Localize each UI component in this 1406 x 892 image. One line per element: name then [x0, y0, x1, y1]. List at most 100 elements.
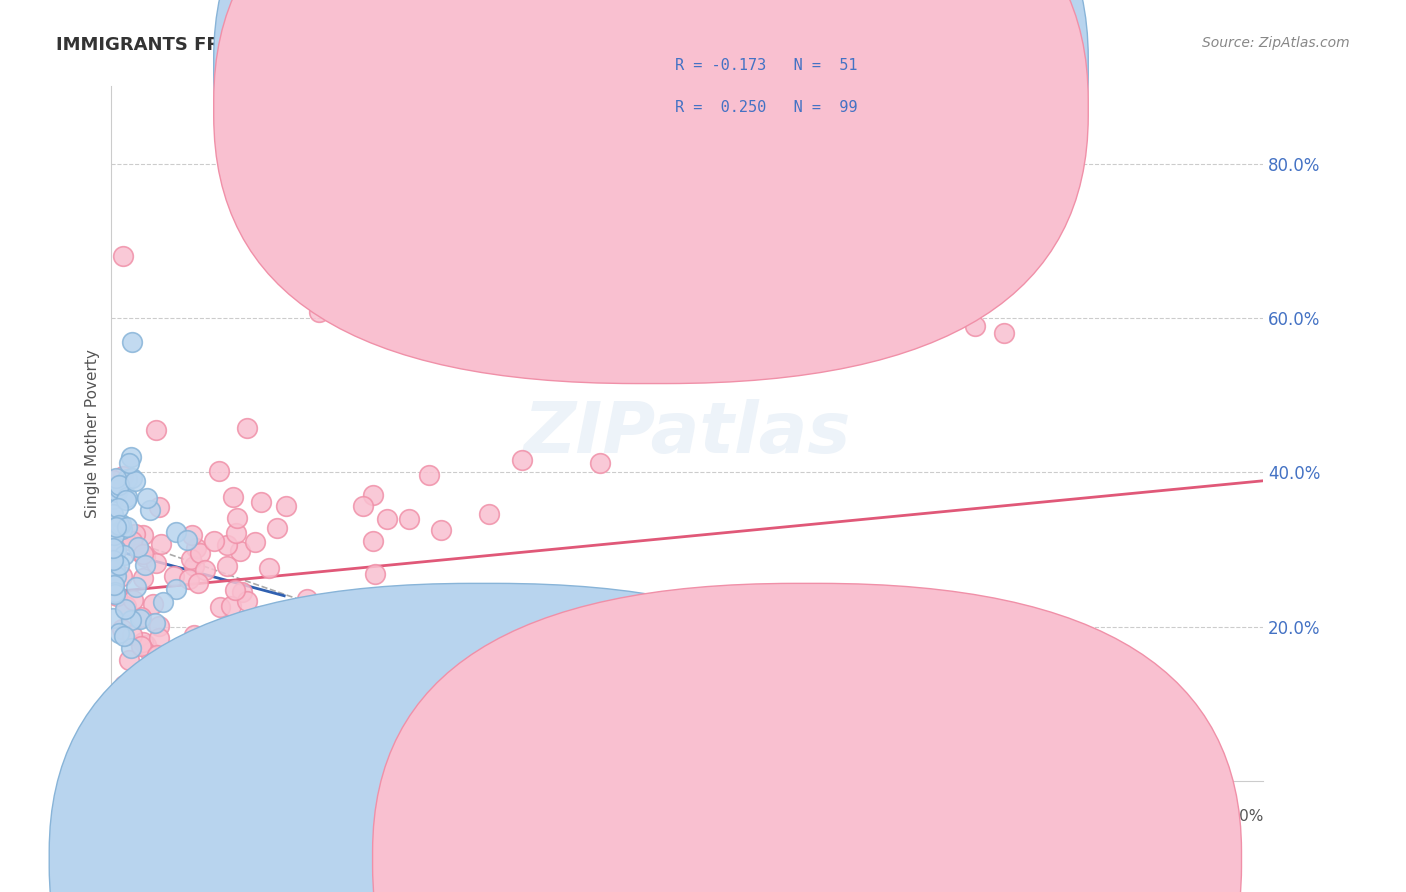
Text: Immigrants from Syria: Immigrants from Syria: [533, 849, 704, 863]
Point: [120, 640, 142, 655]
Point: [139, 503, 162, 517]
Point: [108, 626, 131, 640]
Point: [101, 611, 124, 625]
Point: [231, 585, 253, 599]
Point: [152, 655, 174, 669]
Point: [215, 558, 238, 573]
Point: [107, 501, 129, 516]
Point: [101, 579, 124, 593]
Point: [112, 629, 135, 643]
Point: [229, 544, 252, 558]
Point: [101, 541, 124, 556]
Y-axis label: Single Mother Poverty: Single Mother Poverty: [86, 350, 100, 518]
Point: [266, 521, 288, 535]
Point: [142, 597, 165, 611]
Point: [127, 540, 149, 554]
Point: [104, 569, 127, 583]
Point: [165, 582, 187, 597]
Point: [132, 665, 155, 680]
Text: IMMIGRANTS FROM SYRIA VS KOREAN SINGLE MOTHER POVERTY CORRELATION CHART: IMMIGRANTS FROM SYRIA VS KOREAN SINGLE M…: [56, 36, 935, 54]
Point: [219, 599, 242, 613]
Point: [114, 601, 136, 615]
Point: [121, 534, 143, 549]
Point: [153, 673, 176, 688]
Point: [107, 589, 129, 603]
Point: [398, 512, 420, 526]
Point: [110, 622, 132, 636]
Point: [222, 490, 245, 504]
Point: [104, 543, 127, 558]
Point: [148, 500, 170, 515]
Point: [173, 673, 195, 688]
Text: Source: ZipAtlas.com: Source: ZipAtlas.com: [1202, 36, 1350, 50]
Point: [363, 488, 385, 502]
Point: [124, 527, 146, 541]
Point: [177, 572, 200, 586]
Point: [104, 585, 127, 599]
Point: [143, 616, 166, 631]
Point: [512, 453, 534, 467]
Point: [363, 534, 385, 549]
Point: [249, 609, 271, 624]
Point: [156, 703, 179, 717]
Point: [117, 520, 139, 534]
Point: [111, 468, 134, 483]
Point: [121, 334, 143, 349]
Point: [342, 599, 364, 614]
Point: [105, 471, 128, 485]
Point: [187, 575, 209, 590]
Point: [104, 697, 127, 711]
Point: [103, 557, 125, 571]
Point: [176, 533, 198, 547]
Point: [118, 653, 141, 667]
Point: [134, 550, 156, 565]
Point: [318, 603, 340, 617]
Point: [148, 619, 170, 633]
Point: [366, 651, 388, 665]
Text: Koreans: Koreans: [841, 849, 903, 863]
Point: [208, 463, 231, 477]
Point: [194, 563, 217, 577]
Point: [114, 533, 136, 547]
Point: [236, 594, 259, 608]
Point: [274, 500, 297, 514]
Point: [129, 544, 152, 558]
Point: [225, 510, 247, 524]
Point: [115, 491, 138, 505]
Point: [108, 482, 131, 496]
Point: [136, 491, 159, 506]
Text: R =  0.250   N =  99: R = 0.250 N = 99: [675, 100, 858, 114]
Point: [101, 553, 124, 567]
Point: [180, 527, 202, 541]
Point: [112, 548, 135, 562]
Text: 80.0%: 80.0%: [1215, 809, 1264, 824]
Point: [104, 587, 127, 601]
Point: [108, 558, 131, 573]
Point: [148, 631, 170, 645]
Text: R = -0.173   N =  51: R = -0.173 N = 51: [675, 58, 858, 72]
Point: [111, 249, 134, 263]
Point: [104, 563, 127, 577]
Point: [111, 569, 134, 583]
Point: [191, 671, 214, 685]
Point: [183, 558, 205, 573]
Point: [250, 495, 273, 509]
Point: [132, 635, 155, 649]
Point: [117, 472, 139, 486]
Point: [129, 610, 152, 624]
Point: [418, 468, 440, 483]
Point: [115, 599, 138, 613]
Point: [121, 470, 143, 484]
Point: [105, 544, 128, 558]
Point: [131, 547, 153, 561]
Point: [101, 473, 124, 487]
Point: [215, 538, 238, 552]
Point: [215, 628, 238, 642]
Point: [704, 219, 727, 233]
Point: [122, 592, 145, 607]
Point: [165, 524, 187, 539]
Point: [138, 670, 160, 684]
Point: [110, 516, 132, 531]
Point: [163, 568, 186, 582]
Point: [112, 678, 135, 692]
